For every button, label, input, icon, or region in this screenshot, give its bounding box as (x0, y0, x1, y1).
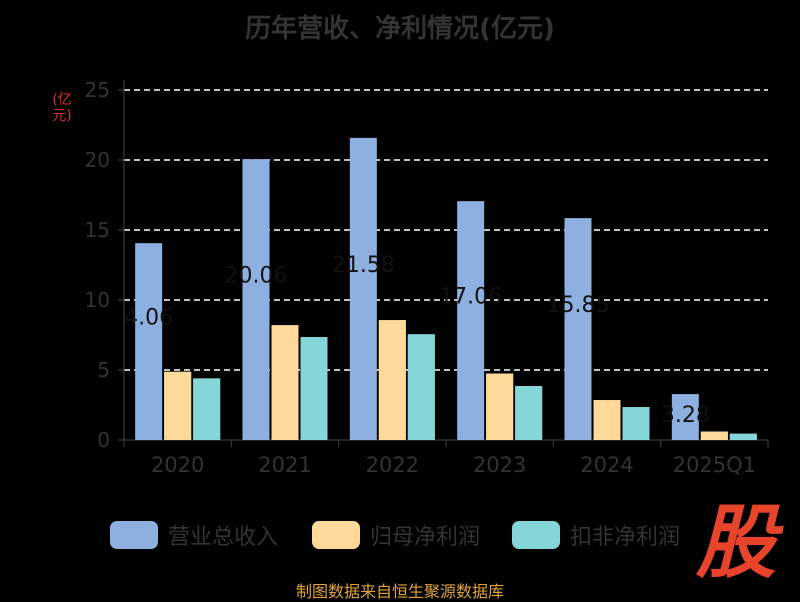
y-tick-label: 0 (97, 428, 110, 452)
data-label-revenue-2022: 21.58 (332, 253, 395, 278)
bar-net-profit-2022-front (378, 320, 406, 440)
bar-net-profit-2024-front (593, 400, 621, 440)
x-tick-label: 2022 (366, 453, 419, 477)
legend-label-net-profit: 归母净利润 (370, 525, 481, 550)
x-tick-label: 2020 (151, 453, 204, 477)
legend-swatch-net-profit (312, 521, 360, 549)
bar-deducted-profit-2024-front (622, 407, 650, 440)
bar-revenue-2020 (135, 243, 163, 440)
bar-revenue-2025Q1 (671, 394, 699, 440)
legend-label-deducted-profit: 扣非净利润 (570, 525, 681, 550)
bar-deducted-profit-2025Q1-front (729, 433, 757, 440)
data-label-revenue-2021: 20.06 (225, 264, 288, 289)
x-tick-label: 2023 (473, 453, 526, 477)
brand-logo: 股 (696, 496, 776, 589)
data-source-note: 制图数据来自恒生聚源数据库 (295, 582, 504, 601)
bar-deducted-profit-2020-front (193, 378, 221, 440)
y-tick-label: 25 (85, 78, 110, 102)
legend-deducted-profit[interactable]: 扣非净利润 (512, 517, 680, 553)
bar-deducted-profit-2021-front (300, 337, 328, 440)
x-tick-label: 2021 (258, 453, 311, 477)
x-tick-label: 2025Q1 (673, 453, 756, 477)
bar-revenue-2021 (242, 159, 270, 440)
bar-deducted-profit-2023-front (515, 386, 543, 440)
legend-label-revenue: 营业总收入 (168, 525, 279, 550)
bar-revenue-2023 (457, 201, 485, 440)
bar-net-profit-2021-front (271, 325, 299, 440)
legend-swatch-deducted-profit (512, 521, 560, 549)
y-tick-label: 20 (85, 148, 110, 172)
chart-title: 历年营收、净利情况(亿元) (245, 14, 555, 44)
data-label-revenue-2020: 4.06 (124, 306, 173, 331)
bar-revenue-2024 (564, 218, 592, 440)
data-label-revenue-2023: 17.06 (439, 285, 502, 310)
y-tick-label: 15 (85, 218, 110, 242)
bar-revenue-2022 (349, 137, 377, 440)
y-tick-label: 5 (97, 358, 110, 382)
legend-revenue[interactable]: 营业总收入 (110, 517, 278, 553)
x-tick-label: 2024 (580, 453, 633, 477)
bar-net-profit-2020-front (164, 371, 192, 440)
data-label-revenue-2025Q1: 3.28 (661, 403, 710, 428)
bar-deducted-profit-2022-front (407, 334, 435, 440)
legend-swatch-revenue (110, 521, 158, 549)
data-label-revenue-2024: 15.85 (547, 293, 610, 318)
bar-net-profit-2023-front (486, 373, 514, 440)
y-axis-unit-label: (亿元) (52, 92, 72, 124)
y-tick-label: 10 (85, 288, 110, 312)
bar-net-profit-2025Q1-front (700, 431, 728, 440)
legend-net-profit[interactable]: 归母净利润 (312, 517, 480, 553)
